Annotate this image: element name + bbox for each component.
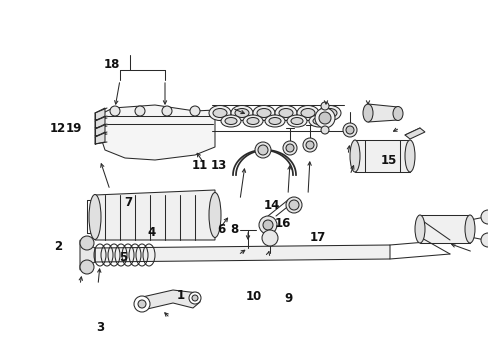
Polygon shape (367, 104, 397, 122)
Circle shape (320, 102, 328, 110)
Circle shape (480, 233, 488, 247)
Ellipse shape (301, 108, 314, 117)
Circle shape (263, 220, 272, 230)
Ellipse shape (296, 105, 318, 121)
Circle shape (305, 141, 313, 149)
Text: 6: 6 (217, 223, 224, 236)
Ellipse shape (235, 108, 248, 117)
Circle shape (259, 216, 276, 234)
Ellipse shape (414, 215, 424, 243)
Text: 9: 9 (284, 292, 292, 305)
Circle shape (480, 210, 488, 224)
Text: 5: 5 (119, 251, 127, 264)
Polygon shape (419, 215, 469, 243)
Circle shape (320, 126, 328, 134)
Text: 13: 13 (210, 159, 227, 172)
Circle shape (342, 123, 356, 137)
Ellipse shape (323, 108, 336, 117)
Polygon shape (80, 240, 95, 270)
Circle shape (288, 200, 298, 210)
Ellipse shape (213, 108, 226, 117)
Ellipse shape (89, 194, 101, 239)
Ellipse shape (362, 104, 372, 122)
Text: 2: 2 (54, 240, 61, 253)
Circle shape (254, 142, 270, 158)
Ellipse shape (252, 105, 274, 121)
Circle shape (138, 300, 146, 308)
Ellipse shape (224, 117, 237, 125)
Text: 17: 17 (309, 231, 325, 244)
Polygon shape (95, 124, 105, 136)
Circle shape (258, 145, 267, 155)
Text: 7: 7 (124, 196, 132, 209)
Circle shape (262, 230, 278, 246)
Ellipse shape (268, 117, 281, 125)
Text: 18: 18 (103, 58, 120, 71)
Text: 14: 14 (263, 199, 279, 212)
Text: 8: 8 (230, 223, 238, 236)
Circle shape (285, 197, 302, 213)
Polygon shape (95, 245, 389, 262)
Text: 3: 3 (96, 321, 104, 334)
Ellipse shape (318, 105, 340, 121)
Ellipse shape (286, 115, 306, 127)
Ellipse shape (208, 193, 221, 238)
Ellipse shape (264, 115, 285, 127)
Circle shape (303, 138, 316, 152)
Polygon shape (100, 105, 215, 160)
Circle shape (110, 106, 120, 116)
Circle shape (346, 126, 353, 134)
Circle shape (314, 108, 334, 128)
Ellipse shape (279, 108, 292, 117)
Polygon shape (95, 108, 105, 120)
Text: 1: 1 (177, 289, 184, 302)
Circle shape (189, 292, 201, 304)
Circle shape (190, 106, 200, 116)
Circle shape (283, 141, 296, 155)
Polygon shape (95, 116, 105, 128)
Polygon shape (95, 132, 105, 144)
Ellipse shape (221, 115, 241, 127)
Text: 11: 11 (191, 159, 207, 172)
Ellipse shape (392, 107, 402, 121)
Text: 15: 15 (380, 154, 396, 167)
Circle shape (285, 144, 293, 152)
Ellipse shape (308, 115, 328, 127)
Ellipse shape (208, 105, 230, 121)
Ellipse shape (274, 105, 296, 121)
Circle shape (80, 260, 94, 274)
Text: 19: 19 (66, 122, 82, 135)
Circle shape (134, 296, 150, 312)
Ellipse shape (312, 117, 325, 125)
Polygon shape (404, 128, 424, 139)
Text: 16: 16 (274, 217, 290, 230)
Ellipse shape (257, 108, 270, 117)
Ellipse shape (404, 140, 414, 172)
Ellipse shape (230, 105, 252, 121)
Circle shape (80, 236, 94, 250)
Text: 4: 4 (147, 226, 155, 239)
Ellipse shape (243, 115, 263, 127)
Circle shape (135, 106, 145, 116)
Polygon shape (95, 190, 215, 240)
Circle shape (192, 295, 198, 301)
Circle shape (162, 106, 172, 116)
Ellipse shape (246, 117, 259, 125)
Ellipse shape (349, 140, 359, 172)
Circle shape (318, 112, 330, 124)
Ellipse shape (464, 215, 474, 243)
Polygon shape (138, 290, 200, 310)
Text: 10: 10 (245, 291, 262, 303)
Text: 12: 12 (49, 122, 66, 135)
Polygon shape (354, 140, 409, 172)
Ellipse shape (290, 117, 303, 125)
